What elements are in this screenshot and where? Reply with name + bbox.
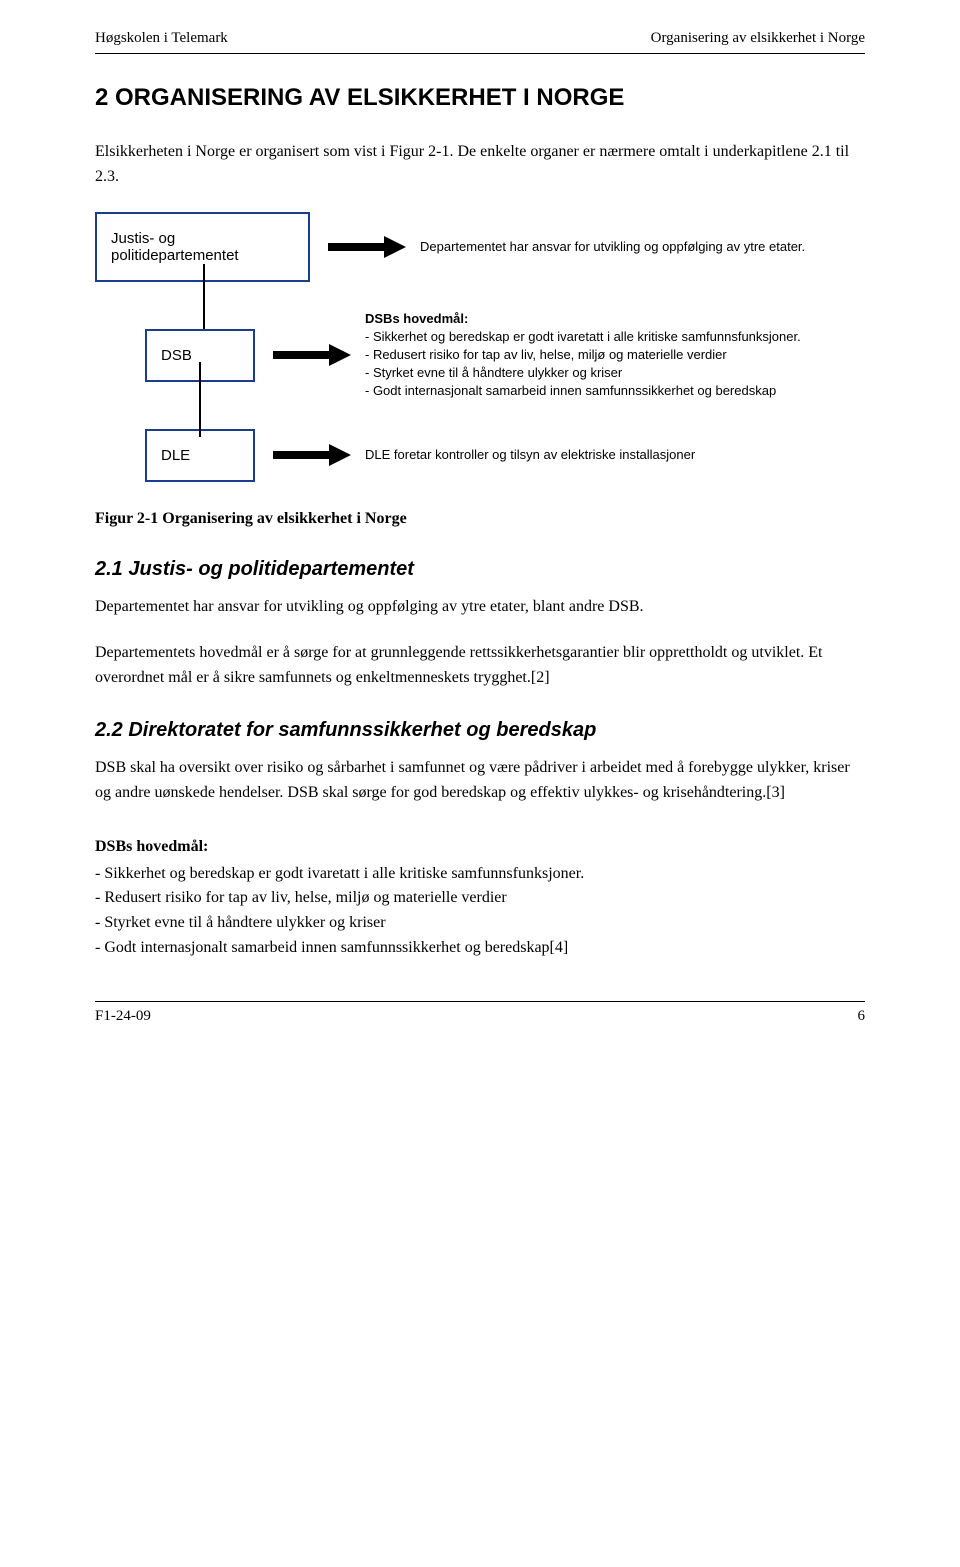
figure-2-1: Justis- og politidepartementet Departeme… (95, 212, 865, 528)
figure-box-label: DLE (161, 447, 190, 464)
figure-caption: Figur 2-1 Organisering av elsikkerhet i … (95, 510, 865, 528)
figure-desc-2-line: - Sikkerhet og beredskap er godt ivareta… (365, 329, 801, 344)
goal-item: - Sikkerhet og beredskap er godt ivareta… (95, 862, 865, 887)
goals-heading: DSBs hovedmål: (95, 838, 865, 856)
section-heading-2-2: 2.2 Direktoratet for samfunnssikkerhet o… (95, 719, 865, 742)
page: Høgskolen i Telemark Organisering av els… (0, 0, 960, 1045)
figure-desc-2-line: - Styrket evne til å håndtere ulykker og… (365, 365, 622, 380)
header-left: Høgskolen i Telemark (95, 30, 228, 47)
s21-p1: Departementet har ansvar for utvikling o… (95, 595, 865, 620)
page-header: Høgskolen i Telemark Organisering av els… (95, 30, 865, 47)
goal-item: - Godt internasjonalt samarbeid innen sa… (95, 936, 865, 961)
intro-paragraph: Elsikkerheten i Norge er organisert som … (95, 140, 865, 190)
footer-right: 6 (858, 1008, 866, 1025)
goal-item: - Styrket evne til å håndtere ulykker og… (95, 911, 865, 936)
s22-p1: DSB skal ha oversikt over risiko og sårb… (95, 756, 865, 806)
figure-desc-2: DSBs hovedmål: - Sikkerhet og beredskap … (365, 310, 865, 401)
figure-desc-2-line: - Godt internasjonalt samarbeid innen sa… (365, 383, 776, 398)
section-heading-2: 2 ORGANISERING AV ELSIKKERHET I NORGE (95, 84, 865, 112)
figure-desc-2-head: DSBs hovedmål: (365, 311, 468, 326)
arrow-icon (328, 236, 406, 258)
header-right: Organisering av elsikkerhet i Norge (651, 30, 865, 47)
figure-row-2: DSB DSBs hovedmål: - Sikkerhet og bereds… (95, 310, 865, 401)
footer-rule (95, 1001, 865, 1002)
figure-box-label: Justis- og politidepartementet (111, 230, 294, 264)
header-rule (95, 53, 865, 54)
arrow-icon (273, 444, 351, 466)
section-heading-2-1: 2.1 Justis- og politidepartementet (95, 558, 865, 581)
goal-item: - Redusert risiko for tap av liv, helse,… (95, 886, 865, 911)
figure-desc-1: Departementet har ansvar for utvikling o… (420, 238, 865, 256)
footer-left: F1-24-09 (95, 1008, 151, 1025)
figure-desc-3: DLE foretar kontroller og tilsyn av elek… (365, 446, 865, 464)
figure-row-1: Justis- og politidepartementet Departeme… (95, 212, 865, 282)
figure-box-label: DSB (161, 347, 192, 364)
figure-desc-2-line: - Redusert risiko for tap av liv, helse,… (365, 347, 727, 362)
s21-p2: Departementets hovedmål er å sørge for a… (95, 641, 865, 691)
page-footer: F1-24-09 6 (95, 1008, 865, 1025)
arrow-icon (273, 344, 351, 366)
connector-line-2 (199, 362, 201, 437)
figure-row-3: DLE DLE foretar kontroller og tilsyn av … (95, 429, 865, 482)
